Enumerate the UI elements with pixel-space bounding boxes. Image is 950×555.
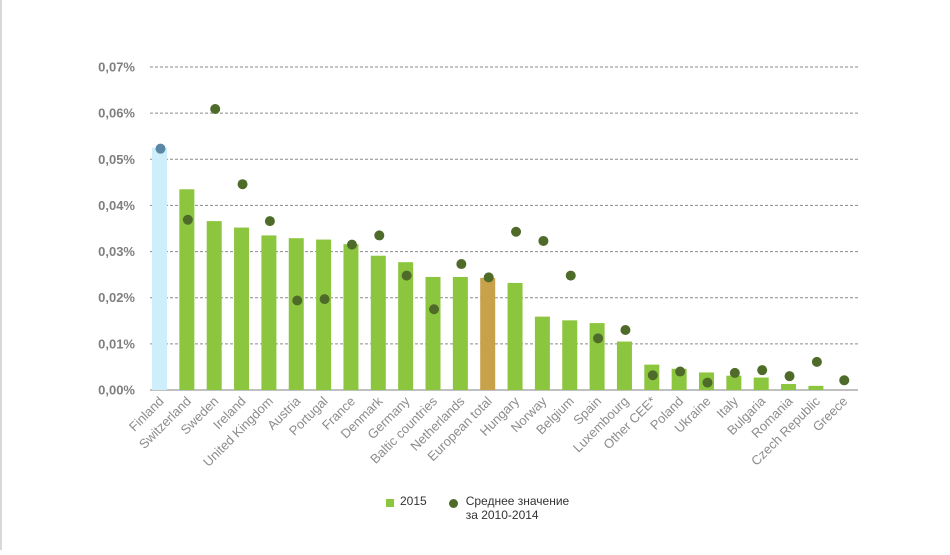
bar [726, 375, 742, 390]
dot-marker [319, 294, 330, 305]
dot-marker [784, 371, 795, 382]
bar [288, 238, 304, 390]
bar [781, 384, 797, 390]
bar [261, 235, 277, 390]
legend-label-2015: 2015 [400, 494, 427, 508]
legend-label-average: Среднее значение за 2010-2014 [465, 494, 570, 522]
legend-bar-swatch [386, 499, 394, 507]
bar [206, 221, 222, 390]
dot-marker [511, 226, 522, 237]
y-tick-label: 0,01% [98, 336, 135, 351]
bar [316, 239, 332, 390]
dot-marker [565, 270, 576, 281]
bar [343, 244, 359, 390]
dot-marker [593, 333, 604, 344]
bar [480, 277, 496, 390]
dot-marker [702, 377, 713, 388]
y-tick-label: 0,06% [98, 106, 135, 121]
bar [452, 276, 468, 390]
bar [808, 385, 824, 390]
legend: 2015 Среднее значение за 2010-2014 [386, 494, 591, 530]
bar [753, 377, 769, 390]
legend-dot-swatch [448, 499, 458, 508]
dot-marker [237, 179, 248, 190]
dot-marker [811, 356, 822, 367]
bar [370, 255, 386, 390]
left-border-line [0, 0, 2, 550]
bar [534, 316, 550, 390]
dot-marker [456, 259, 467, 270]
dot-marker [429, 304, 439, 315]
dot-marker [374, 230, 385, 241]
dot-marker [264, 216, 275, 227]
bar [152, 147, 167, 390]
y-tick-label: 0,07% [98, 60, 135, 75]
bar [616, 341, 632, 390]
dot-marker [729, 367, 740, 378]
bar [589, 323, 605, 390]
bar [234, 227, 250, 390]
legend-item-2015: 2015 [386, 494, 427, 508]
dot-marker [538, 235, 549, 246]
dot-marker [346, 239, 357, 250]
y-tick-label: 0,02% [98, 290, 135, 305]
dot-marker [675, 366, 686, 377]
dot-marker [647, 370, 658, 381]
y-tick-label: 0,03% [98, 244, 135, 259]
y-tick-label: 0,05% [98, 152, 135, 167]
dot-marker [757, 365, 768, 376]
bar [507, 282, 523, 390]
dot-marker [620, 325, 631, 336]
dot-marker [401, 270, 412, 281]
dot-marker [182, 214, 193, 225]
legend-item-average: Среднее значение за 2010-2014 [448, 494, 570, 522]
bar [179, 189, 195, 390]
dot-marker [292, 295, 303, 306]
y-tick-label: 0,04% [98, 198, 135, 213]
dot-marker [483, 272, 494, 283]
y-tick-label: 0,00% [98, 383, 135, 398]
dot-marker [155, 143, 166, 154]
dot-marker [210, 103, 221, 114]
bar [425, 276, 441, 390]
bar [562, 320, 578, 390]
bar [398, 262, 414, 390]
dot-marker [839, 375, 850, 386]
